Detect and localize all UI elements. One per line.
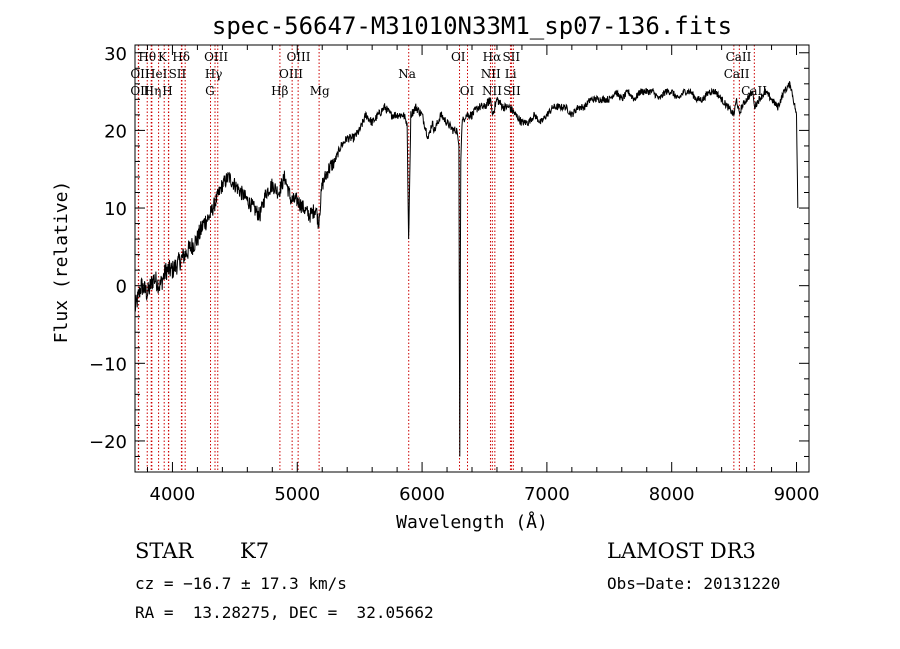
line-label: NII: [481, 67, 501, 81]
line-label: K: [158, 50, 168, 64]
spectrum-line: [135, 81, 799, 457]
line-label: Hδ: [172, 50, 190, 64]
x-tick-label: 6000: [399, 484, 445, 505]
y-tick-label: 30: [104, 44, 127, 65]
line-label: Hα: [483, 50, 502, 64]
line-label: SII: [503, 84, 521, 98]
spectrum-series: [135, 81, 799, 457]
line-label: Na: [398, 67, 416, 81]
x-axis: 4000 5000 6000 7000 8000 9000: [146, 45, 820, 505]
y-tick-label: 0: [116, 277, 127, 298]
line-label: OIII: [286, 50, 310, 64]
y-tick-label: 10: [104, 199, 127, 220]
line-label: Hθ: [138, 50, 156, 64]
y-tick-label: −20: [89, 432, 127, 453]
reference-lines: [137, 45, 755, 472]
x-tick-label: 7000: [524, 484, 570, 505]
line-label: Li: [505, 67, 517, 81]
line-label: OIII: [204, 50, 228, 64]
x-tick-label: 4000: [150, 484, 196, 505]
line-label: G: [205, 84, 215, 98]
line-label: Hη: [144, 84, 162, 98]
line-label: CaII: [726, 50, 752, 64]
line-label: CaII: [724, 67, 750, 81]
line-label: OIII: [279, 67, 303, 81]
survey-name: LAMOST DR3: [607, 539, 756, 563]
line-label: OII: [130, 84, 150, 98]
x-tick-label: 9000: [774, 484, 820, 505]
line-label: NII: [482, 84, 502, 98]
x-axis-label: Wavelength (Å): [396, 511, 548, 533]
line-label: OI: [460, 84, 475, 98]
chart-title: spec-56647-M31010N33M1_sp07-136.fits: [212, 12, 732, 40]
line-label: Hγ: [205, 67, 223, 81]
line-label: SII: [502, 50, 520, 64]
y-axis-label: Flux (relative): [51, 181, 72, 344]
obs-date: Obs−Date: 20131220: [607, 574, 781, 593]
redshift-value: cz = −16.7 ± 17.3 km/s: [135, 574, 347, 593]
line-label: Mg: [310, 84, 330, 98]
y-tick-label: 20: [104, 121, 127, 142]
object-class: STAR: [135, 539, 194, 563]
y-axis: −20 −10 0 10 20 30: [89, 44, 809, 457]
y-tick-label: −10: [89, 354, 127, 375]
line-label: OII: [130, 67, 150, 81]
line-label: CaII: [741, 84, 767, 98]
spectral-subclass: K7: [240, 539, 270, 563]
x-tick-label: 8000: [649, 484, 695, 505]
line-label: Hβ: [271, 84, 288, 98]
line-label: H: [162, 84, 172, 98]
line-label: HeI: [145, 67, 168, 81]
x-tick-label: 5000: [274, 484, 320, 505]
line-label: SII: [169, 67, 187, 81]
line-label: OI: [451, 50, 466, 64]
coordinates: RA = 13.28275, DEC = 32.05662: [135, 603, 434, 622]
plot-frame: [134, 44, 810, 473]
